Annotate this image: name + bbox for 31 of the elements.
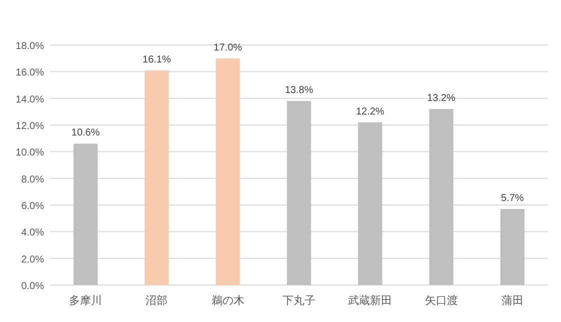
data-label: 17.0% [214,42,242,54]
y-tick-label: 16.0% [16,68,44,79]
x-tick-label: 武蔵新田 [348,294,392,307]
x-tick-label: 鵜の木 [211,294,244,307]
data-label: 16.1% [142,54,171,66]
y-tick-label: 2.0% [21,254,44,266]
data-label: 5.7% [501,193,524,204]
y-tick-label: 18.0% [16,41,44,52]
y-tick-label: 6.0% [21,201,44,212]
y-tick-label: 14.0% [16,94,44,106]
y-tick-label: 8.0% [21,174,44,186]
bar [500,209,525,285]
x-tick-label: 蒲田 [501,294,524,307]
bar [144,70,169,285]
bar [73,144,98,285]
x-tick-label: 沼部 [146,294,168,307]
bar [429,109,454,285]
y-tick-label: 4.0% [21,228,44,239]
x-tick-label: 矢口渡 [424,294,458,307]
x-tick-label: 下丸子 [282,294,316,307]
y-tick-label: 12.0% [16,121,44,132]
data-label: 13.8% [284,85,314,96]
data-label: 13.2% [427,93,456,104]
bar [216,58,240,285]
bar [358,122,382,285]
data-label: 12.2% [356,106,384,118]
y-tick-label: 10.0% [16,148,44,159]
x-tick-label: 多摩川 [69,294,102,307]
y-tick-label: 0.0% [21,281,44,292]
data-label: 10.6% [71,128,100,139]
bar [286,101,312,285]
